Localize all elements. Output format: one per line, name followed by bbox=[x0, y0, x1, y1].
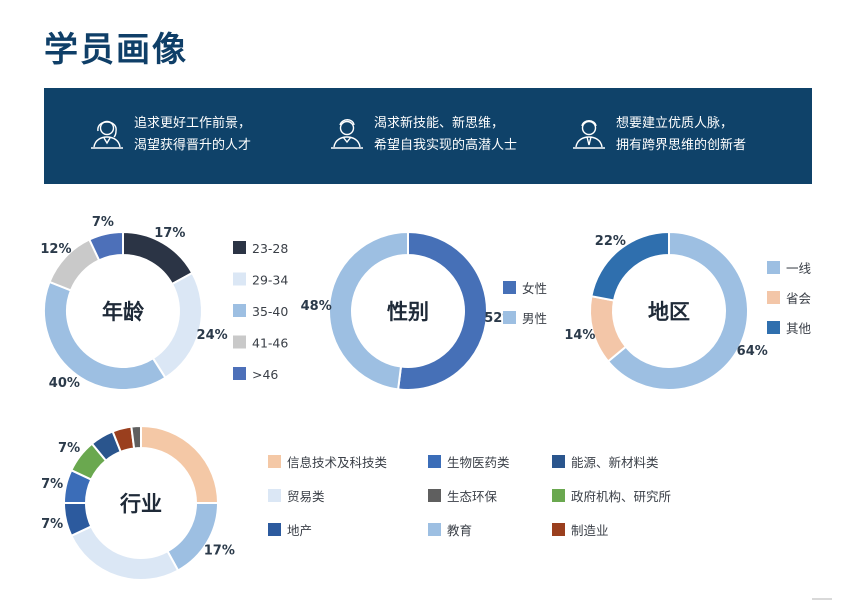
donut-center-title: 性别 bbox=[387, 300, 429, 324]
donut-slice bbox=[328, 230, 409, 391]
legend-swatch bbox=[428, 455, 441, 468]
legend-swatch bbox=[767, 321, 780, 334]
persona-career: 追求更好工作前景， 渴望获得晋升的人才 bbox=[90, 113, 251, 157]
legend-label: 35-40 bbox=[252, 304, 288, 319]
legend-swatch bbox=[233, 241, 246, 254]
donut-slice bbox=[130, 424, 142, 450]
man-avatar-icon bbox=[331, 119, 363, 149]
legend-swatch bbox=[428, 489, 441, 502]
slice-percent-label: 7% bbox=[58, 441, 80, 456]
legend-swatch bbox=[428, 523, 441, 536]
persona-network: 想要建立优质人脉， 拥有跨界思维的创新者 bbox=[572, 113, 746, 157]
donut-center-title: 地区 bbox=[648, 300, 690, 324]
legend-swatch bbox=[552, 455, 565, 468]
donut-slice bbox=[43, 280, 167, 391]
legend-label: 信息技术及科技类 bbox=[287, 455, 388, 470]
slice-percent-label: 48% bbox=[301, 299, 332, 314]
legend-swatch bbox=[503, 311, 516, 324]
donut-center-title: 年龄 bbox=[102, 300, 145, 324]
legend-label: >46 bbox=[252, 367, 278, 382]
slice-percent-label: 14% bbox=[564, 328, 595, 343]
legend-swatch bbox=[233, 367, 246, 380]
slice-percent-label: 17% bbox=[154, 226, 185, 241]
legend-swatch bbox=[233, 335, 246, 349]
donut-center-title: 行业 bbox=[119, 492, 162, 516]
legend-swatch bbox=[552, 523, 565, 536]
slice-percent-label: 24% bbox=[197, 328, 228, 343]
legend-label: 29-34 bbox=[252, 273, 288, 288]
legend-label: 生物医药类 bbox=[447, 455, 510, 470]
legend-label: 教育 bbox=[447, 523, 472, 538]
legend-label: 制造业 bbox=[571, 523, 609, 538]
woman-avatar-icon bbox=[91, 120, 123, 149]
donut-slice bbox=[151, 271, 203, 380]
slice-percent-label: 17% bbox=[204, 543, 235, 558]
legend-label: 贸易类 bbox=[287, 489, 325, 504]
donut-slice bbox=[590, 230, 670, 302]
persona-line: 想要建立优质人脉， bbox=[616, 116, 734, 131]
legend-label: 其他 bbox=[786, 321, 812, 336]
legend-swatch bbox=[503, 281, 516, 294]
legend-swatch bbox=[767, 261, 780, 274]
slice-percent-label: 7% bbox=[41, 517, 63, 532]
legend-swatch bbox=[268, 455, 281, 468]
persona-line: 拥有跨界思维的创新者 bbox=[616, 138, 747, 153]
legend-label: 地产 bbox=[287, 523, 312, 538]
legend-label: 23-28 bbox=[252, 241, 288, 256]
legend-label: 政府机构、研究所 bbox=[571, 489, 671, 504]
legend-label: 女性 bbox=[522, 281, 547, 296]
donut-slice bbox=[88, 230, 124, 262]
legend-label: 男性 bbox=[522, 311, 547, 326]
donut-slice bbox=[166, 502, 220, 572]
slice-percent-label: 7% bbox=[92, 215, 114, 230]
legend-swatch bbox=[268, 523, 281, 536]
legend-label: 一线 bbox=[786, 261, 812, 276]
slice-percent-label: 40% bbox=[49, 376, 80, 391]
legend-label: 生态环保 bbox=[447, 489, 498, 504]
legend-swatch bbox=[268, 489, 281, 502]
slice-percent-label: 22% bbox=[595, 234, 626, 249]
donut-slice bbox=[396, 230, 488, 391]
legend-swatch bbox=[233, 272, 246, 286]
donut-slice bbox=[69, 525, 180, 581]
slice-percent-label: 64% bbox=[737, 344, 768, 359]
donut-slice bbox=[606, 230, 749, 391]
slice-percent-label: 7% bbox=[41, 477, 63, 492]
persona-line: 渴求新技能、新思维， bbox=[374, 116, 505, 131]
legend-swatch bbox=[767, 291, 780, 304]
corner-divider bbox=[812, 598, 832, 600]
legend-label: 41-46 bbox=[252, 336, 288, 351]
legend-label: 省会 bbox=[786, 291, 812, 306]
legend-swatch bbox=[552, 489, 565, 502]
persona-line: 渴望获得晋升的人才 bbox=[134, 138, 252, 153]
legend-label: 能源、新材料类 bbox=[571, 455, 659, 470]
page-title: 学员画像 bbox=[44, 30, 188, 70]
slice-percent-label: 12% bbox=[40, 242, 71, 257]
persona-line: 追求更好工作前景， bbox=[134, 116, 252, 131]
persona-skills: 渴求新技能、新思维， 希望自我实现的高潜人士 bbox=[330, 113, 517, 157]
legend-swatch bbox=[233, 304, 246, 317]
persona-banner: 追求更好工作前景， 渴望获得晋升的人才 渴求新技能、新思维， 希望自我实现的高潜… bbox=[44, 88, 812, 184]
persona-line: 希望自我实现的高潜人士 bbox=[374, 138, 518, 153]
professional-avatar-icon bbox=[573, 120, 605, 149]
